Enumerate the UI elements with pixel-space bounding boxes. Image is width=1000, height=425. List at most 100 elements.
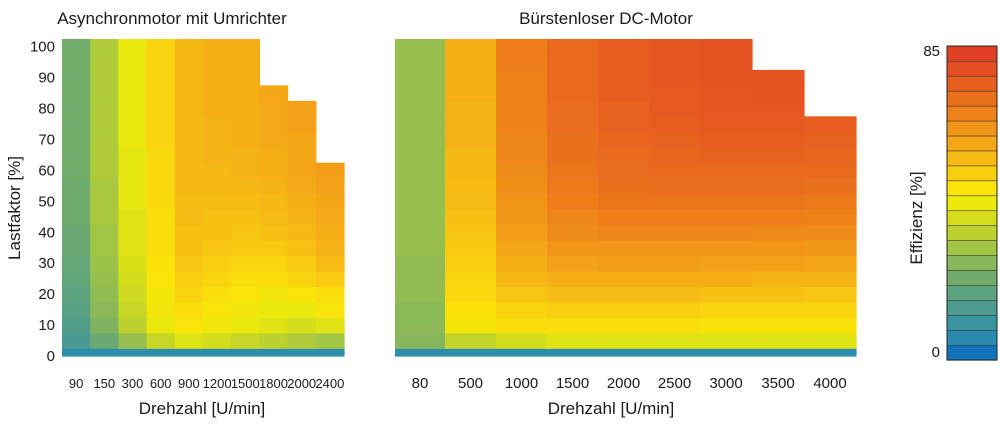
x-tick-label: 90 (69, 376, 83, 391)
x-tick-label: 3500 (761, 375, 794, 392)
heatmap-cell (700, 162, 753, 179)
heatmap-cell (118, 39, 148, 56)
heatmap-cell (231, 255, 260, 272)
heatmap-cell (174, 162, 204, 179)
heatmap-cell (445, 286, 497, 303)
heatmap-cell (804, 147, 857, 164)
heatmap-cell (146, 178, 176, 195)
heatmap-cell (231, 348, 260, 357)
heatmap-cell (287, 162, 317, 179)
y-axis-label: Lastfaktor [%] (5, 156, 24, 260)
heatmap-cell (395, 85, 446, 102)
x-axis-label: Drehzahl [U/min] (139, 399, 266, 418)
heatmap-cell (146, 301, 176, 318)
heatmap-cell (496, 209, 548, 226)
heatmap-cell (496, 301, 548, 318)
heatmap-cell (287, 209, 317, 226)
heatmap-cell (315, 301, 345, 318)
colorbar-swatch (946, 150, 998, 167)
colorbar-swatch (946, 269, 998, 286)
heatmap-cell (174, 255, 204, 272)
heatmap-cell (752, 178, 805, 195)
heatmap-cell (315, 286, 345, 303)
heatmap-cell (259, 178, 289, 195)
heatmap-cell (174, 332, 204, 349)
heatmap-cell (146, 270, 176, 288)
heatmap-cell (259, 147, 289, 164)
heatmap-cell (231, 54, 260, 71)
heatmap-cell (804, 162, 857, 179)
heatmap-cell (496, 317, 548, 334)
heatmap-cell (287, 116, 317, 133)
heatmap-cell (496, 255, 548, 272)
heatmap-cell (118, 224, 148, 241)
heatmap-cell (62, 131, 91, 148)
heatmap-cell (146, 147, 176, 164)
heatmap-cell (649, 270, 701, 288)
heatmap-cell (203, 224, 232, 241)
heatmap-cell (395, 224, 446, 241)
colorbar-swatch (946, 299, 998, 316)
heatmap-cell (174, 69, 204, 86)
heatmap-cell (231, 100, 260, 117)
heatmap-cell (395, 286, 446, 303)
heatmap-cell (496, 39, 548, 56)
heatmap-cell (496, 131, 548, 148)
heatmap-cell (752, 147, 805, 164)
x-tick-label: 500 (458, 375, 483, 392)
heatmap-cell (62, 348, 91, 357)
chart-buerstenloser-dc-motor: Bürstenloser DC-Motor 80 500 1000 1500 2000 2… (395, 9, 857, 418)
heatmap-cell (598, 85, 650, 102)
heatmap-cell (395, 270, 446, 288)
heatmap-cell (90, 270, 119, 288)
heatmap-cell (395, 69, 446, 86)
heatmap-cell (203, 193, 232, 210)
heatmap-cell (547, 286, 599, 303)
heatmap-cell (598, 255, 650, 272)
heatmap-cell (804, 116, 857, 133)
colorbar-swatch (946, 180, 998, 197)
heatmap-cell (649, 286, 701, 303)
heatmap-cell (287, 286, 317, 303)
heatmap-cell (90, 39, 119, 56)
heatmap-cell (259, 85, 289, 102)
heatmap-cell (445, 193, 497, 210)
heatmap-cell (231, 39, 260, 56)
heatmap-cell (547, 147, 599, 164)
heatmap-cell (90, 317, 119, 334)
heatmap-cell (804, 178, 857, 195)
heatmap-cell (395, 317, 446, 334)
heatmap-cell (174, 301, 204, 318)
heatmap-cell (752, 224, 805, 241)
heatmap-cell (445, 147, 497, 164)
heatmap-cell (547, 255, 599, 272)
heatmap-cell (598, 348, 650, 357)
y-tick-label: 0 (47, 348, 55, 365)
heatmap-cell (62, 85, 91, 102)
heatmap-cell (598, 193, 650, 210)
heatmap-cell (315, 317, 345, 334)
heatmap-cell (118, 54, 148, 71)
heatmap-cell (496, 270, 548, 288)
heatmap-cell (649, 131, 701, 148)
heatmap-cell (259, 301, 289, 318)
heatmap-cell (231, 317, 260, 334)
heatmap-cell (259, 209, 289, 226)
heatmap-cell (395, 301, 446, 318)
heatmap-cell (445, 54, 497, 71)
heatmap-cell (752, 332, 805, 349)
heatmap-cell (287, 255, 317, 272)
x-tick-labels: 90 150 300 600 900 1200 1500 1800 2000 2400 (69, 376, 344, 391)
heatmap-cell (203, 131, 232, 148)
x-tick-label: 150 (93, 376, 115, 391)
heatmap-cell (395, 193, 446, 210)
colorbar-swatch (946, 120, 998, 137)
heatmap-cell (395, 54, 446, 71)
heatmap-cell (700, 178, 753, 195)
heatmap-cell (315, 332, 345, 349)
heatmap-cell (146, 348, 176, 357)
heatmap-cell (649, 301, 701, 318)
heatmap-cell (315, 224, 345, 241)
colorbar-swatch (946, 60, 998, 77)
colorbar-swatch (946, 314, 998, 331)
